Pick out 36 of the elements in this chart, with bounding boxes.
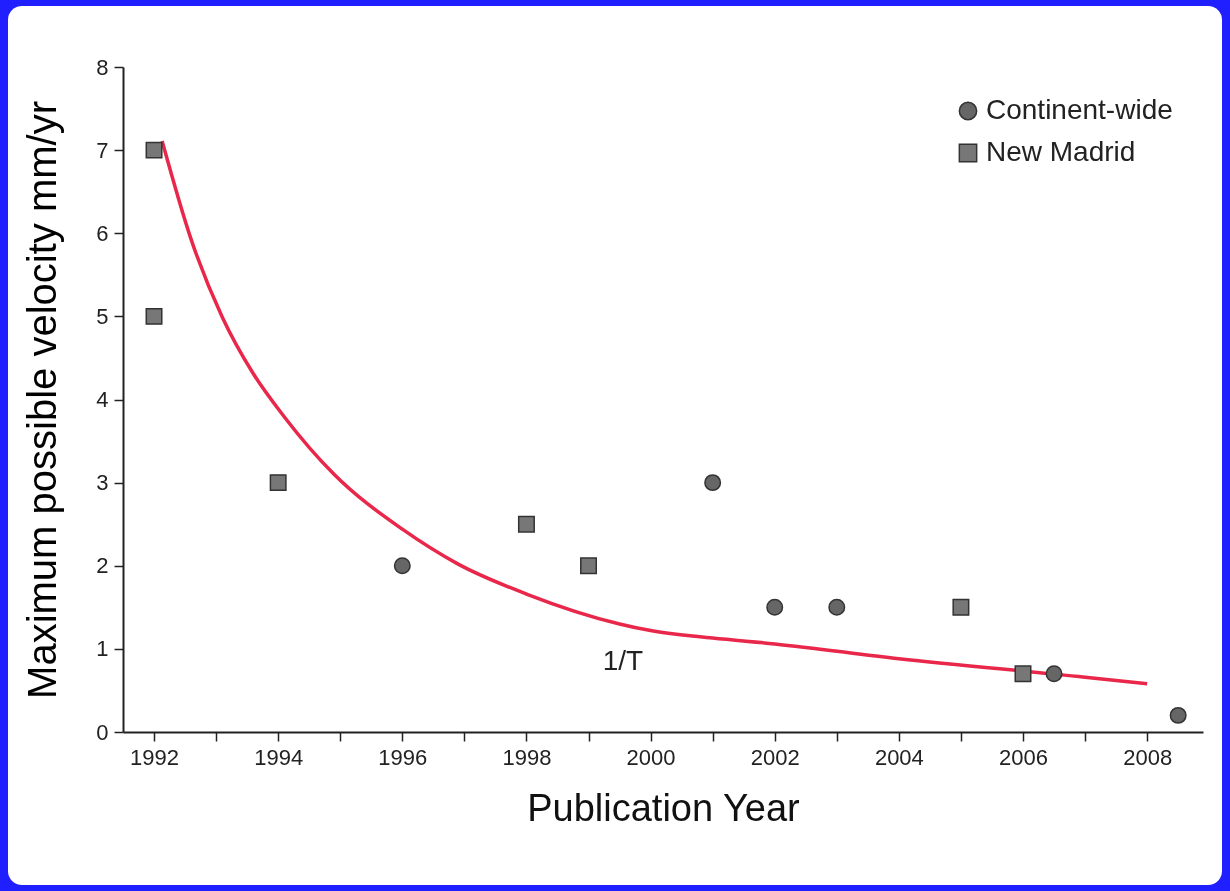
point bbox=[517, 515, 535, 533]
point bbox=[580, 557, 598, 575]
x-axis-title: Publication Year bbox=[527, 786, 801, 829]
annotation: 1/T bbox=[602, 645, 644, 676]
point bbox=[145, 307, 163, 325]
y-tick-label: 1 bbox=[96, 636, 109, 662]
legend-label: Continent-wide bbox=[986, 94, 1173, 125]
y-tick-label: 8 bbox=[96, 54, 109, 80]
y-tick-label: 3 bbox=[96, 470, 109, 496]
x-tick-label: 1992 bbox=[130, 744, 180, 770]
y-tick-label: 4 bbox=[96, 387, 109, 412]
point bbox=[1045, 665, 1063, 683]
x-tick-label: 1994 bbox=[254, 744, 304, 770]
point bbox=[828, 598, 846, 616]
point bbox=[145, 141, 163, 159]
y-axis-title: Maximum possible velocity mm/yr bbox=[20, 101, 65, 699]
x-tick-label: 2000 bbox=[626, 744, 676, 770]
point bbox=[269, 474, 287, 492]
point bbox=[1014, 665, 1032, 683]
y-tick-label: 6 bbox=[96, 220, 109, 246]
point bbox=[1169, 706, 1187, 724]
x-tick-label: 1998 bbox=[502, 744, 552, 770]
point bbox=[704, 474, 722, 492]
x-tick-label: 2006 bbox=[999, 744, 1048, 770]
point bbox=[393, 557, 411, 575]
y-tick-label: 5 bbox=[96, 303, 109, 329]
y-tick-label: 7 bbox=[96, 137, 109, 163]
x-tick-label: 2004 bbox=[874, 744, 924, 770]
legend-label: New Madrid bbox=[986, 136, 1136, 167]
x-tick-label: 2002 bbox=[750, 744, 800, 770]
x-tick-label: 1996 bbox=[378, 744, 428, 770]
point bbox=[952, 598, 970, 616]
y-tick-label: 0 bbox=[96, 719, 109, 745]
point bbox=[766, 598, 784, 616]
y-tick-label: 2 bbox=[96, 553, 109, 579]
x-tick-label: 2008 bbox=[1123, 744, 1173, 770]
